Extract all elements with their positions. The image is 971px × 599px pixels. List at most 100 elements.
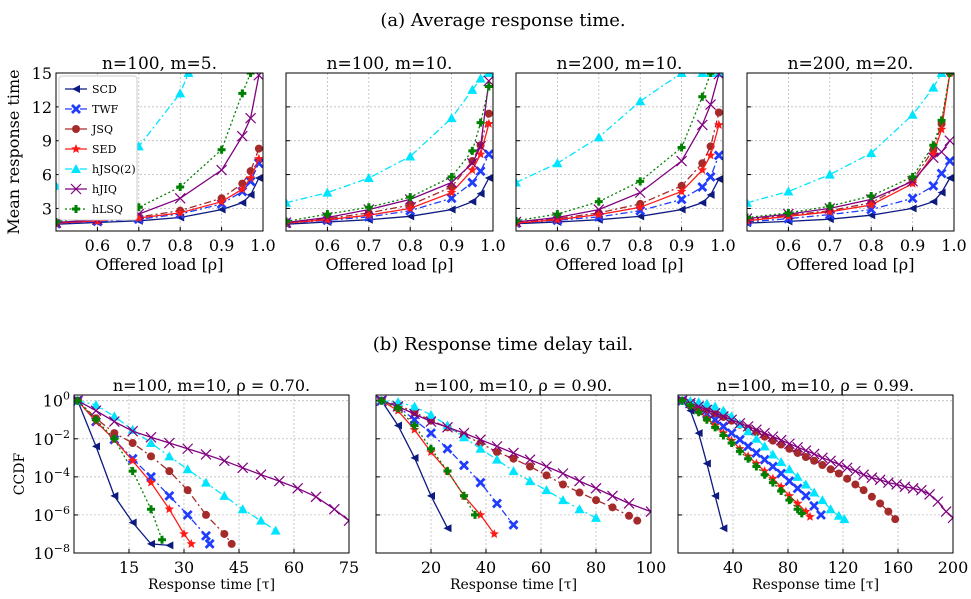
chart-panel-3: 0.6 0.7 0.8 0.9 1.0n=200, m=10.Offered load … [511,54,736,274]
chart-panel-5: 15 30 45 60 7510010−210−410−610−8n=100, m=10… [12,376,359,593]
panel-title: n=100, m=10, ρ = 0.70. [113,376,310,395]
data-point [835,470,843,478]
x-tick-label: 1.0 [480,236,505,255]
x-tick-label: 40 [723,558,743,577]
data-point [526,463,534,471]
data-point [220,530,228,538]
data-point [715,109,723,117]
x-tick-label: 0.9 [669,236,694,255]
x-axis-label: Response time [τ] [148,577,275,593]
y-tick-label: 15 [32,64,52,83]
chart-panel-2: 0.6 0.7 0.8 0.9 1.0 n=100, m=10. Offered load … [281,54,506,274]
x-tick-label: 20 [421,558,441,577]
data-point [891,515,899,523]
x-axis-label: Offered load [ρ] [96,255,224,274]
legend-label: JSQ [91,123,113,136]
x-tick-label: 15 [119,558,139,577]
data-point [559,480,567,488]
legend: SCD TWF JSQ SED hJSQ(2) hJIQ hLSQ [59,76,137,220]
x-tick-label: 0.6 [85,236,110,255]
x-tick-label: 0.8 [858,236,883,255]
legend-label: hLSQ [92,203,123,216]
plot-area [678,395,953,553]
chart-panel-7: 40 80 120 160 200n=100, m=10, ρ = 0.99.Respo… [677,376,968,593]
legend-label: SED [92,143,117,156]
data-point [255,145,263,153]
panel-title: n=100, m=10, ρ = 0.99. [717,376,914,395]
x-tick-label: 60 [284,558,304,577]
data-point [860,486,868,494]
x-tick-label: 0.7 [586,236,611,255]
x-tick-label: 0.7 [126,236,151,255]
x-tick-label: 0.9 [439,236,464,255]
panel-title: n=100, m=10. [327,54,453,74]
legend-label: hJIQ [92,183,117,196]
panel-title: n=200, m=10. [557,54,683,74]
data-point [184,486,192,494]
data-point [827,465,835,473]
data-point [576,489,584,497]
x-tick-label: 1.0 [941,236,966,255]
plot-area [286,73,493,231]
data-point [884,508,892,516]
legend-marker [72,125,80,133]
x-tick-label: 30 [174,558,194,577]
x-tick-label: 160 [883,558,914,577]
y-tick-label: 6 [42,166,52,185]
data-point [485,110,493,118]
section-b-title: (b) Response time delay tail. [373,334,633,355]
x-tick-label: 0.7 [356,236,381,255]
x-tick-label: 0.9 [900,236,925,255]
x-tick-label: 100 [636,558,667,577]
legend-label: SCD [92,83,117,96]
x-tick-label: 1.0 [250,236,275,255]
x-tick-label: 0.8 [627,236,652,255]
y-axis-label: Mean response time [4,69,23,234]
data-point [851,480,859,488]
x-tick-label: 80 [586,558,606,577]
x-tick-label: 0.8 [397,236,422,255]
legend-label: hJSQ(2) [92,163,136,176]
plot-area [747,73,954,231]
data-point [802,453,810,461]
data-point [202,511,210,519]
x-tick-label: 0.8 [167,236,192,255]
chart-panel-6: 20 40 60 80 100 n=100, m=10, ρ = 0.90. Respons… [376,376,666,593]
panel-title: n=100, m=10, ρ = 0.90. [415,376,612,395]
y-tick-label: 9 [42,132,52,151]
y-tick-label: 10−2 [33,428,70,449]
data-point [129,439,137,447]
x-tick-label: 120 [828,558,859,577]
data-point [625,512,633,520]
x-tick-label: 60 [531,558,551,577]
x-axis-label: Offered load [ρ] [326,255,454,274]
data-point [147,452,155,460]
x-axis-label: Offered load [ρ] [556,255,684,274]
x-tick-label: 75 [339,558,359,577]
data-point [633,517,641,525]
plot-area [516,73,723,231]
data-point [818,461,826,469]
x-axis-label: Response time [τ] [752,577,879,593]
data-point [868,493,876,501]
data-point [609,503,617,511]
x-tick-label: 80 [778,558,798,577]
y-axis-label: CCDF [12,453,28,496]
chart-panel-4: 0.6 0.7 0.8 0.9 1.0n=200, m=20.Offered load … [742,54,967,274]
x-tick-label: 0.7 [817,236,842,255]
y-tick-label: 3 [42,199,52,218]
data-point [592,496,600,504]
x-axis-label: Offered load [ρ] [787,255,915,274]
data-point [543,471,551,479]
legend-label: TWF [92,103,119,116]
x-tick-label: 0.9 [209,236,234,255]
x-tick-label: 1.0 [710,236,735,255]
data-point [228,540,236,548]
panel-title: n=200, m=20. [788,54,914,74]
x-axis-label: Response time [τ] [450,577,577,593]
chart-panel-1: 0.6 0.7 0.8 0.9 1.03691215 n=100, m=5.Offered… [4,54,276,274]
x-tick-label: 0.6 [315,236,340,255]
y-tick-label: 12 [32,98,52,117]
data-point [165,467,173,475]
